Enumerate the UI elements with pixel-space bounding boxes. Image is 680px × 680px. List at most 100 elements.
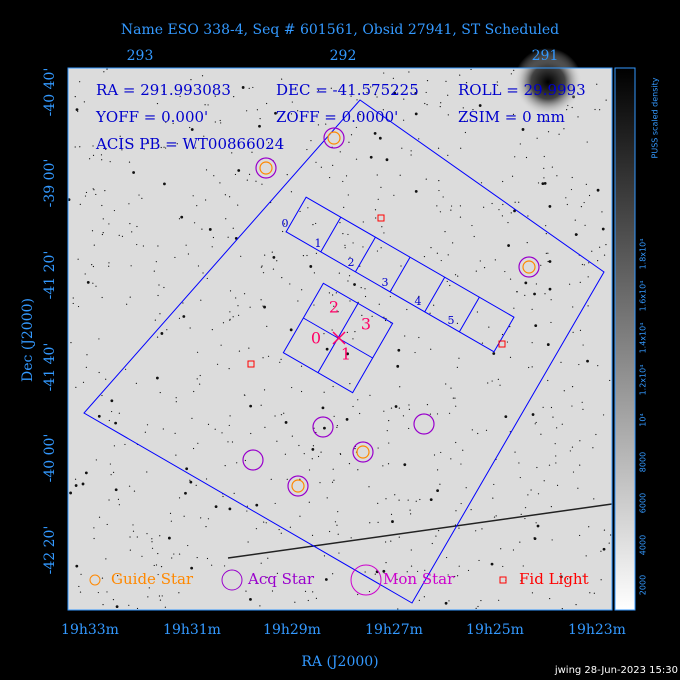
star <box>102 218 104 220</box>
colorbar-label: 1.8x10⁴ <box>639 239 648 270</box>
star <box>514 156 516 158</box>
star <box>357 469 359 471</box>
star <box>502 565 504 568</box>
star <box>526 242 528 244</box>
star <box>483 266 486 269</box>
star <box>495 515 497 517</box>
star <box>551 166 553 168</box>
star <box>72 297 74 299</box>
star <box>455 405 457 407</box>
star <box>118 412 120 414</box>
star <box>376 174 378 176</box>
star <box>464 131 467 134</box>
star <box>388 442 390 444</box>
star <box>455 441 457 444</box>
star <box>454 397 456 399</box>
star <box>429 312 431 314</box>
star <box>597 365 599 367</box>
star <box>77 305 80 308</box>
star <box>190 566 194 570</box>
star <box>276 260 278 262</box>
star <box>394 405 398 408</box>
star <box>346 352 349 356</box>
star <box>599 109 601 111</box>
star <box>105 558 107 560</box>
star <box>214 95 216 97</box>
x-tick-label: 19h23m <box>568 622 626 638</box>
star <box>265 522 267 524</box>
star <box>572 471 575 473</box>
star <box>496 84 499 86</box>
star <box>462 107 464 109</box>
star <box>189 480 193 484</box>
star <box>397 348 401 352</box>
star <box>132 524 134 526</box>
star <box>436 252 438 254</box>
star <box>555 455 557 457</box>
star <box>531 342 533 344</box>
star <box>575 603 577 606</box>
star <box>512 549 515 551</box>
star <box>268 142 270 144</box>
star <box>129 536 131 538</box>
star <box>163 182 166 186</box>
star <box>213 175 215 177</box>
star <box>114 421 118 425</box>
star <box>345 175 348 177</box>
star <box>594 108 596 111</box>
star <box>234 173 237 176</box>
star <box>465 487 467 489</box>
star <box>189 126 191 129</box>
star <box>388 420 390 422</box>
star <box>211 329 213 331</box>
star <box>566 578 569 580</box>
star <box>366 92 368 94</box>
star <box>195 147 197 149</box>
star <box>545 252 547 254</box>
star <box>232 316 234 318</box>
star <box>121 235 124 237</box>
star <box>362 115 364 117</box>
star <box>591 250 593 252</box>
star <box>596 83 598 85</box>
star <box>303 453 305 455</box>
star <box>381 226 383 228</box>
star <box>108 265 110 267</box>
star <box>506 341 509 343</box>
star <box>228 368 230 370</box>
star <box>232 227 234 229</box>
star <box>499 384 501 386</box>
star <box>328 292 330 294</box>
star <box>410 154 412 156</box>
star <box>157 245 159 247</box>
star <box>266 325 268 327</box>
star <box>266 576 268 578</box>
star <box>132 171 135 174</box>
star <box>301 289 303 291</box>
star <box>440 451 442 454</box>
colorbar-label: 6000 <box>639 493 648 513</box>
star <box>131 143 133 145</box>
star <box>193 222 196 224</box>
star <box>374 209 377 211</box>
chip-label: 3 <box>382 276 389 289</box>
star <box>396 364 400 368</box>
star <box>343 206 345 208</box>
markers <box>242 127 540 497</box>
star <box>384 319 387 322</box>
star <box>201 228 203 230</box>
star <box>550 299 552 301</box>
star <box>108 499 110 501</box>
star <box>236 462 238 464</box>
star <box>178 553 181 555</box>
star <box>435 535 437 537</box>
star <box>106 68 108 70</box>
star <box>579 440 581 442</box>
star <box>597 260 599 262</box>
star <box>493 483 495 486</box>
star <box>348 275 351 277</box>
star <box>359 412 361 415</box>
star <box>178 497 181 499</box>
star <box>227 236 229 238</box>
star <box>572 331 574 333</box>
